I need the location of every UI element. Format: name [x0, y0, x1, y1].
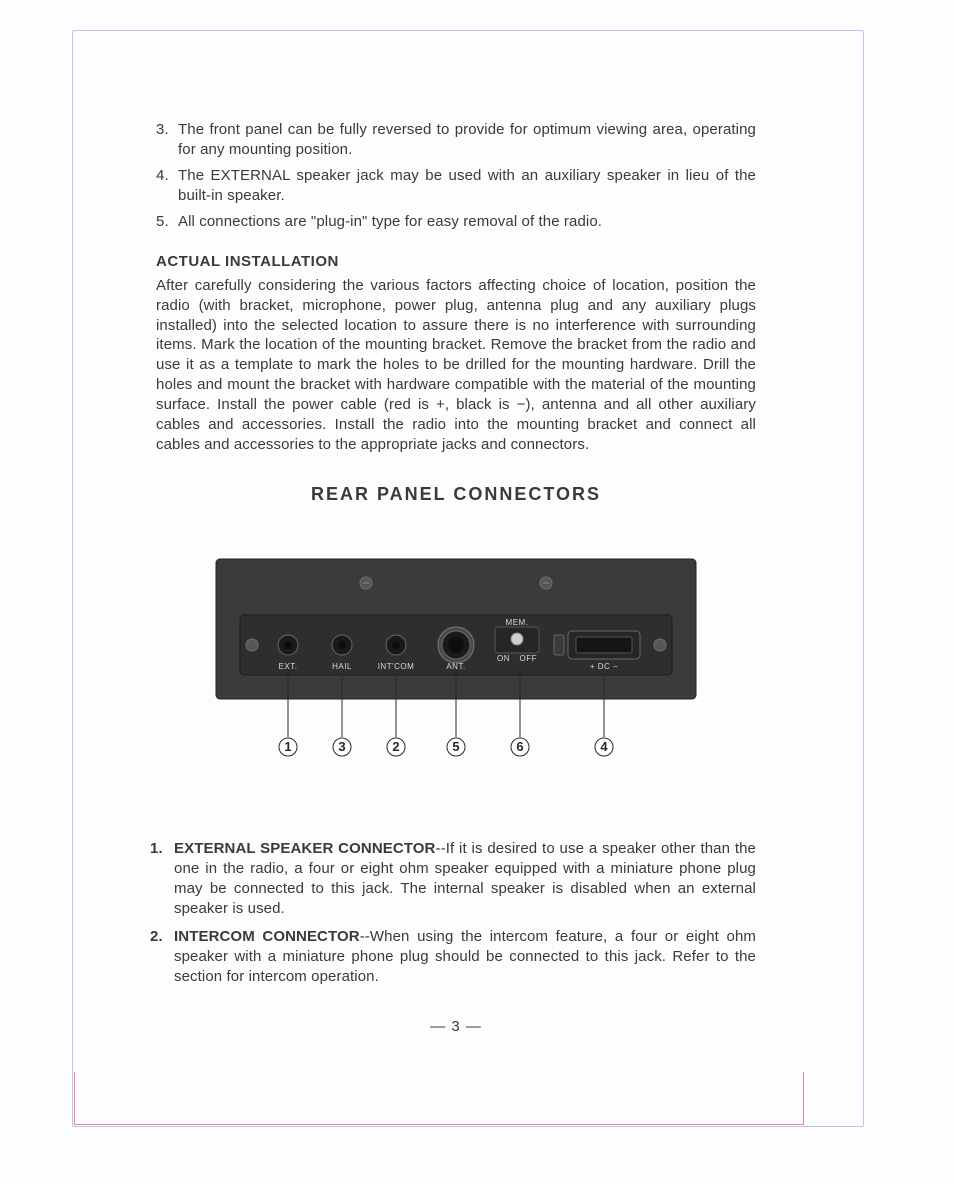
paper-outline-red	[74, 1072, 804, 1125]
svg-text:MEM.: MEM.	[506, 618, 529, 627]
list-text: The EXTERNAL speaker jack may be used wi…	[178, 166, 756, 206]
svg-text:EXT.: EXT.	[279, 662, 298, 671]
connector-text: INTERCOM CONNECTOR--When using the inter…	[174, 927, 756, 987]
list-number: 3.	[156, 120, 178, 160]
top-list-item: 3. The front panel can be fully reversed…	[156, 120, 756, 160]
top-numbered-list: 3. The front panel can be fully reversed…	[156, 120, 756, 232]
list-number: 4.	[156, 166, 178, 206]
top-list-item: 5. All connections are "plug-in" type fo…	[156, 212, 756, 232]
manual-page: 3. The front panel can be fully reversed…	[0, 0, 954, 1183]
svg-text:HAIL: HAIL	[332, 662, 352, 671]
rear-panel-figure: EXT. 1 HAIL 3 INT'COM 2 ANT. 5 MEM. ON OFF 6 + DC − 4	[196, 539, 716, 799]
connector-list: 1. EXTERNAL SPEAKER CONNECTOR--If it is …	[150, 839, 756, 987]
connector-number: 1.	[150, 839, 174, 919]
connector-text: EXTERNAL SPEAKER CONNECTOR--If it is des…	[174, 839, 756, 919]
list-text: The front panel can be fully reversed to…	[178, 120, 756, 160]
connector-sep: --	[360, 928, 370, 945]
list-number: 5.	[156, 212, 178, 232]
svg-text:ON: ON	[497, 654, 510, 663]
installation-paragraph: After carefully considering the various …	[156, 276, 756, 455]
figure-title: REAR PANEL CONNECTORS	[156, 483, 756, 507]
svg-text:1: 1	[284, 739, 291, 754]
svg-text:4: 4	[600, 739, 608, 754]
page-content: 3. The front panel can be fully reversed…	[156, 120, 756, 1037]
svg-text:5: 5	[452, 739, 459, 754]
svg-text:OFF: OFF	[520, 654, 538, 663]
page-number: — 3 —	[156, 1017, 756, 1037]
svg-text:INT'COM: INT'COM	[378, 662, 415, 671]
svg-text:ANT.: ANT.	[446, 662, 465, 671]
top-list-item: 4. The EXTERNAL speaker jack may be used…	[156, 166, 756, 206]
connector-sep: --	[435, 840, 445, 857]
connector-item: 1. EXTERNAL SPEAKER CONNECTOR--If it is …	[150, 839, 756, 919]
connector-item: 2. INTERCOM CONNECTOR--When using the in…	[150, 927, 756, 987]
connector-lead: EXTERNAL SPEAKER CONNECTOR	[174, 840, 435, 857]
svg-text:6: 6	[516, 739, 523, 754]
list-text: All connections are "plug-in" type for e…	[178, 212, 756, 232]
section-title-actual-installation: ACTUAL INSTALLATION	[156, 252, 756, 272]
svg-text:3: 3	[338, 739, 345, 754]
svg-text:2: 2	[392, 739, 399, 754]
connector-number: 2.	[150, 927, 174, 987]
svg-text:+ DC −: + DC −	[590, 662, 618, 671]
connector-lead: INTERCOM CONNECTOR	[174, 928, 360, 945]
rear-panel-diagram: EXT. 1 HAIL 3 INT'COM 2 ANT. 5 MEM. ON OFF 6 + DC − 4	[196, 539, 716, 799]
